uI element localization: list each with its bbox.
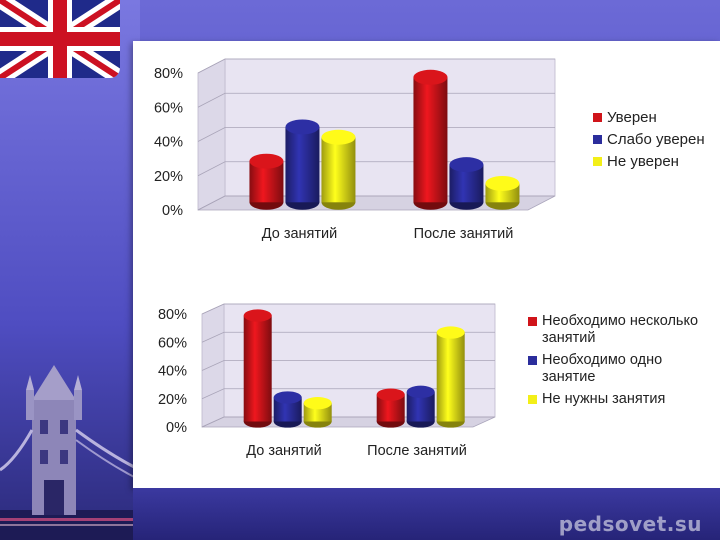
bar-top bbox=[243, 309, 272, 322]
bottom-decor-strip bbox=[133, 488, 720, 540]
union-jack-flag-image bbox=[0, 0, 120, 78]
legend-label: Уверен bbox=[607, 109, 657, 126]
bar-top bbox=[303, 396, 332, 410]
bar-top bbox=[449, 157, 484, 173]
bar-уверен bbox=[413, 69, 448, 210]
y-tick-label: 40% bbox=[158, 364, 187, 380]
bar-top bbox=[285, 119, 320, 135]
legend-item: Не уверен bbox=[593, 153, 705, 171]
bar-top bbox=[485, 175, 520, 191]
bar-top bbox=[436, 326, 465, 339]
legend-item: Слабо уверен bbox=[593, 131, 705, 149]
legend-swatch bbox=[528, 394, 537, 404]
y-tick-label: 60% bbox=[154, 100, 183, 116]
bar-body bbox=[285, 126, 320, 203]
chart-2: 0% 20% 40% 60% 80% До занятий После занятий bbox=[158, 303, 496, 459]
y-tick-label: 40% bbox=[154, 135, 183, 151]
bar-top bbox=[406, 385, 435, 398]
bar-необходимо-одно-занятие bbox=[273, 391, 302, 428]
bar-body bbox=[243, 315, 272, 422]
bar-body bbox=[436, 332, 465, 422]
bar-top bbox=[321, 129, 356, 145]
y-tick-label: 80% bbox=[154, 66, 183, 82]
bar-не-уверен bbox=[485, 175, 520, 210]
watermark: pedsovet.su bbox=[558, 512, 702, 536]
legend-item: Уверен bbox=[593, 109, 705, 127]
y-tick-label: 0% bbox=[162, 203, 183, 219]
legend-swatch bbox=[593, 113, 602, 122]
tower-bridge-image bbox=[0, 365, 140, 540]
legend-swatch bbox=[593, 135, 602, 144]
bar-top bbox=[376, 388, 405, 401]
bar-необходимо-несколько-занятий bbox=[376, 388, 405, 428]
bar-слабо-уверен bbox=[449, 157, 484, 210]
legend-chart-2: Необходимо несколько занятий Необходимо о… bbox=[528, 313, 718, 412]
gridline bbox=[201, 303, 495, 315]
charts-canvas: 0% 20% 40% 60% 80% До занятий После занятий 0% 2… bbox=[154, 58, 556, 459]
legend-item: Необходимо несколько занятий bbox=[528, 313, 718, 348]
legend-label: Необходимо несколько занятий bbox=[542, 313, 699, 347]
gridline bbox=[201, 388, 495, 400]
legend-swatch bbox=[528, 317, 537, 326]
bar-не-нужны-занятия bbox=[436, 326, 465, 428]
legend-item: Необходимо одно занятие bbox=[528, 352, 718, 387]
bar-top bbox=[273, 391, 302, 404]
legend-label: Слабо уверен bbox=[607, 131, 705, 148]
x-category-label: До занятий bbox=[246, 443, 322, 459]
bar-не-нужны-занятия bbox=[303, 396, 332, 428]
legend-chart-1: Уверен Слабо уверен Не уверен bbox=[593, 109, 705, 175]
bar-body bbox=[413, 77, 448, 203]
bar-необходимо-одно-занятие bbox=[406, 385, 435, 428]
x-category-label: После занятий bbox=[367, 443, 467, 459]
y-tick-label: 20% bbox=[154, 169, 183, 185]
legend-item: Не нужны занятия bbox=[528, 391, 718, 408]
legend-swatch bbox=[528, 355, 537, 365]
bar-уверен bbox=[249, 153, 284, 210]
y-tick-label: 60% bbox=[158, 335, 187, 351]
y-tick-label: 80% bbox=[158, 307, 187, 323]
bar-top bbox=[413, 69, 448, 85]
bar-body bbox=[321, 137, 356, 203]
legend-label: Не уверен bbox=[607, 153, 679, 170]
bar-top bbox=[249, 153, 284, 169]
legend-swatch bbox=[593, 157, 602, 166]
bar-необходимо-несколько-занятий bbox=[243, 309, 272, 428]
gridline bbox=[201, 331, 495, 343]
y-tick-label: 0% bbox=[166, 420, 187, 436]
x-category-label: До занятий bbox=[262, 226, 338, 242]
legend-label: Не нужны занятия bbox=[542, 390, 666, 407]
gridline bbox=[201, 360, 495, 371]
bar-не-уверен bbox=[321, 129, 356, 210]
chart-1: 0% 20% 40% 60% 80% До занятий После занятий bbox=[154, 58, 556, 242]
bar-слабо-уверен bbox=[285, 119, 320, 210]
gridline bbox=[197, 58, 555, 74]
y-tick-label: 20% bbox=[158, 392, 187, 408]
x-category-label: После занятий bbox=[414, 226, 514, 242]
legend-label: Необходимо одно занятие bbox=[542, 351, 663, 386]
